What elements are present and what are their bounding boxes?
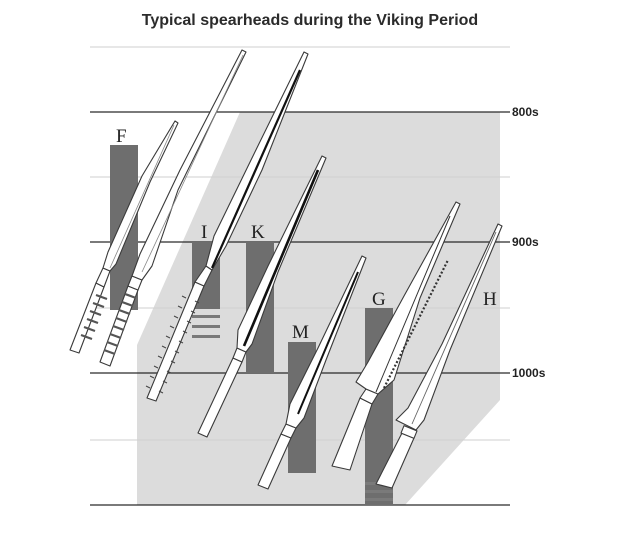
type-label-h: H — [483, 289, 497, 310]
diagram-title: Typical spearheads during the Viking Per… — [141, 12, 479, 29]
bar-type-i-stripes — [192, 315, 220, 338]
spearhead-type-h — [375, 223, 503, 489]
type-label-f: F — [116, 126, 127, 147]
century-label-900s: 900s — [512, 235, 539, 249]
century-label-1000s: 1000s — [512, 366, 546, 380]
spearhead-type-i — [145, 51, 309, 402]
type-label-k: K — [251, 222, 265, 243]
century-label-800s: 800s — [512, 105, 539, 119]
spearhead-type-f — [69, 120, 179, 354]
type-label-g: G — [372, 289, 386, 310]
spearhead-type-m — [257, 255, 367, 490]
spearhead-type-g — [331, 201, 461, 471]
minor-gridlines — [90, 46, 510, 441]
spearhead-type-i-left — [99, 49, 247, 367]
type-label-m: M — [292, 322, 309, 343]
type-label-i: I — [201, 222, 207, 243]
spearhead-type-k — [197, 155, 327, 438]
